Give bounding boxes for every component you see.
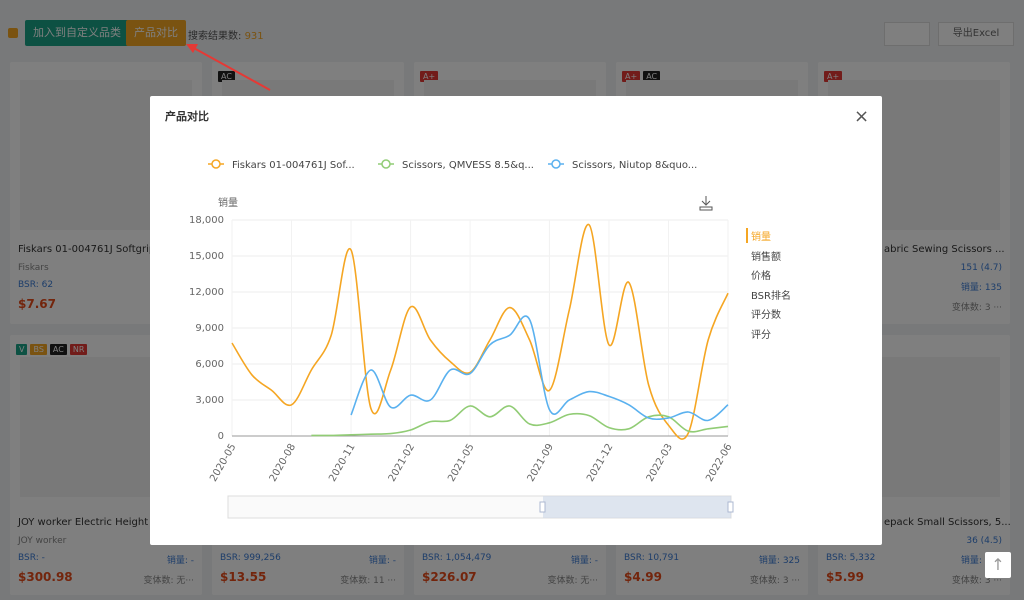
x-tick-label: 2022-06 [704, 442, 734, 484]
y-axis-label: 销量 [218, 196, 238, 209]
series-line [350, 315, 729, 422]
modal-title: 产品对比 [165, 110, 209, 123]
x-tick-label: 2020-11 [327, 442, 357, 484]
y-tick-label: 3,000 [195, 395, 224, 406]
metric-option[interactable]: BSR排名 [751, 290, 791, 302]
x-tick-label: 2020-05 [208, 442, 238, 484]
x-tick-label: 2021-12 [585, 442, 615, 484]
y-tick-label: 15,000 [189, 251, 224, 262]
zoom-handle[interactable] [727, 501, 734, 513]
download-icon[interactable] [699, 196, 713, 211]
zoom-handle[interactable] [539, 501, 546, 513]
y-tick-label: 18,000 [189, 215, 224, 226]
legend-label[interactable]: Scissors, Niutop 8&quo... [572, 160, 697, 171]
legend-label[interactable]: Fiskars 01-004761J Sof... [232, 160, 355, 171]
legend-marker [211, 159, 221, 169]
metric-option[interactable]: 评分数 [751, 310, 781, 321]
x-tick-label: 2021-09 [526, 442, 556, 484]
legend-label[interactable]: Scissors, QMVESS 8.5&q... [402, 160, 534, 171]
x-tick-label: 2022-03 [645, 442, 675, 484]
close-button[interactable]: × [854, 106, 870, 127]
chart: 销量 0 3,000 6,000 9,000 12,000 15,000 18,000 202… [189, 159, 735, 519]
metric-option[interactable]: 销售额 [751, 251, 781, 263]
compare-modal: 产品对比 × 销量 0 3,000 6,000 9,000 12,000 15,000 18… [150, 96, 882, 545]
x-tick-label: 2021-02 [387, 442, 417, 484]
y-tick-label: 6,000 [195, 359, 224, 370]
metric-option[interactable]: 销量 [746, 228, 771, 243]
legend-marker [551, 159, 561, 169]
y-tick-label: 0 [218, 431, 224, 442]
zoom-window[interactable] [543, 496, 731, 518]
metric-option[interactable]: 评分 [751, 329, 771, 341]
y-tick-label: 12,000 [189, 287, 224, 298]
y-tick-label: 9,000 [195, 323, 224, 334]
legend-marker [381, 159, 391, 169]
back-to-top[interactable]: ↑ [985, 552, 1011, 578]
x-tick-label: 2021-05 [446, 442, 476, 484]
metric-option[interactable]: 价格 [751, 271, 771, 282]
x-tick-label: 2020-08 [268, 442, 298, 484]
series-line [231, 223, 729, 440]
series-line [311, 405, 729, 437]
